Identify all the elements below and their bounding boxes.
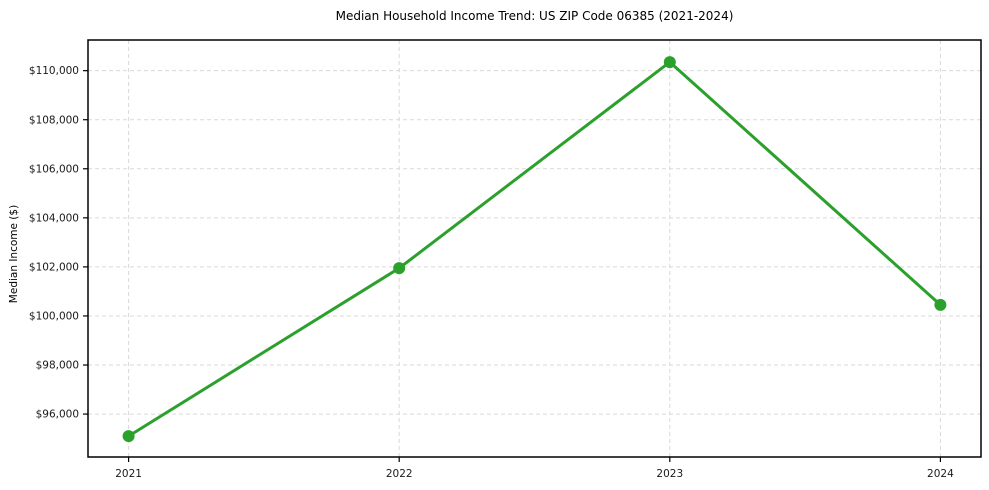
x-tick-label: 2024 (927, 468, 954, 480)
data-point-marker (934, 298, 947, 311)
y-tick-label: $100,000 (29, 311, 79, 323)
y-tick-label: $106,000 (29, 163, 79, 175)
trend-line (127, 60, 942, 438)
y-tick-label: $98,000 (36, 360, 79, 372)
y-tick-label: $102,000 (29, 261, 79, 273)
y-tick-label: $108,000 (29, 114, 79, 126)
y-tick-label: $104,000 (29, 212, 79, 224)
data-point-marker (393, 262, 406, 275)
y-tick-label: $110,000 (29, 65, 79, 77)
data-point-marker (663, 56, 676, 69)
plot-border (87, 39, 982, 458)
x-tick-label: 2023 (656, 468, 683, 480)
x-tick-label: 2022 (386, 468, 413, 480)
y-tick-label: $96,000 (36, 409, 79, 421)
chart-title: Median Household Income Trend: US ZIP Co… (335, 9, 734, 23)
x-tick-label: 2021 (115, 468, 142, 480)
data-point-marker (122, 430, 135, 443)
